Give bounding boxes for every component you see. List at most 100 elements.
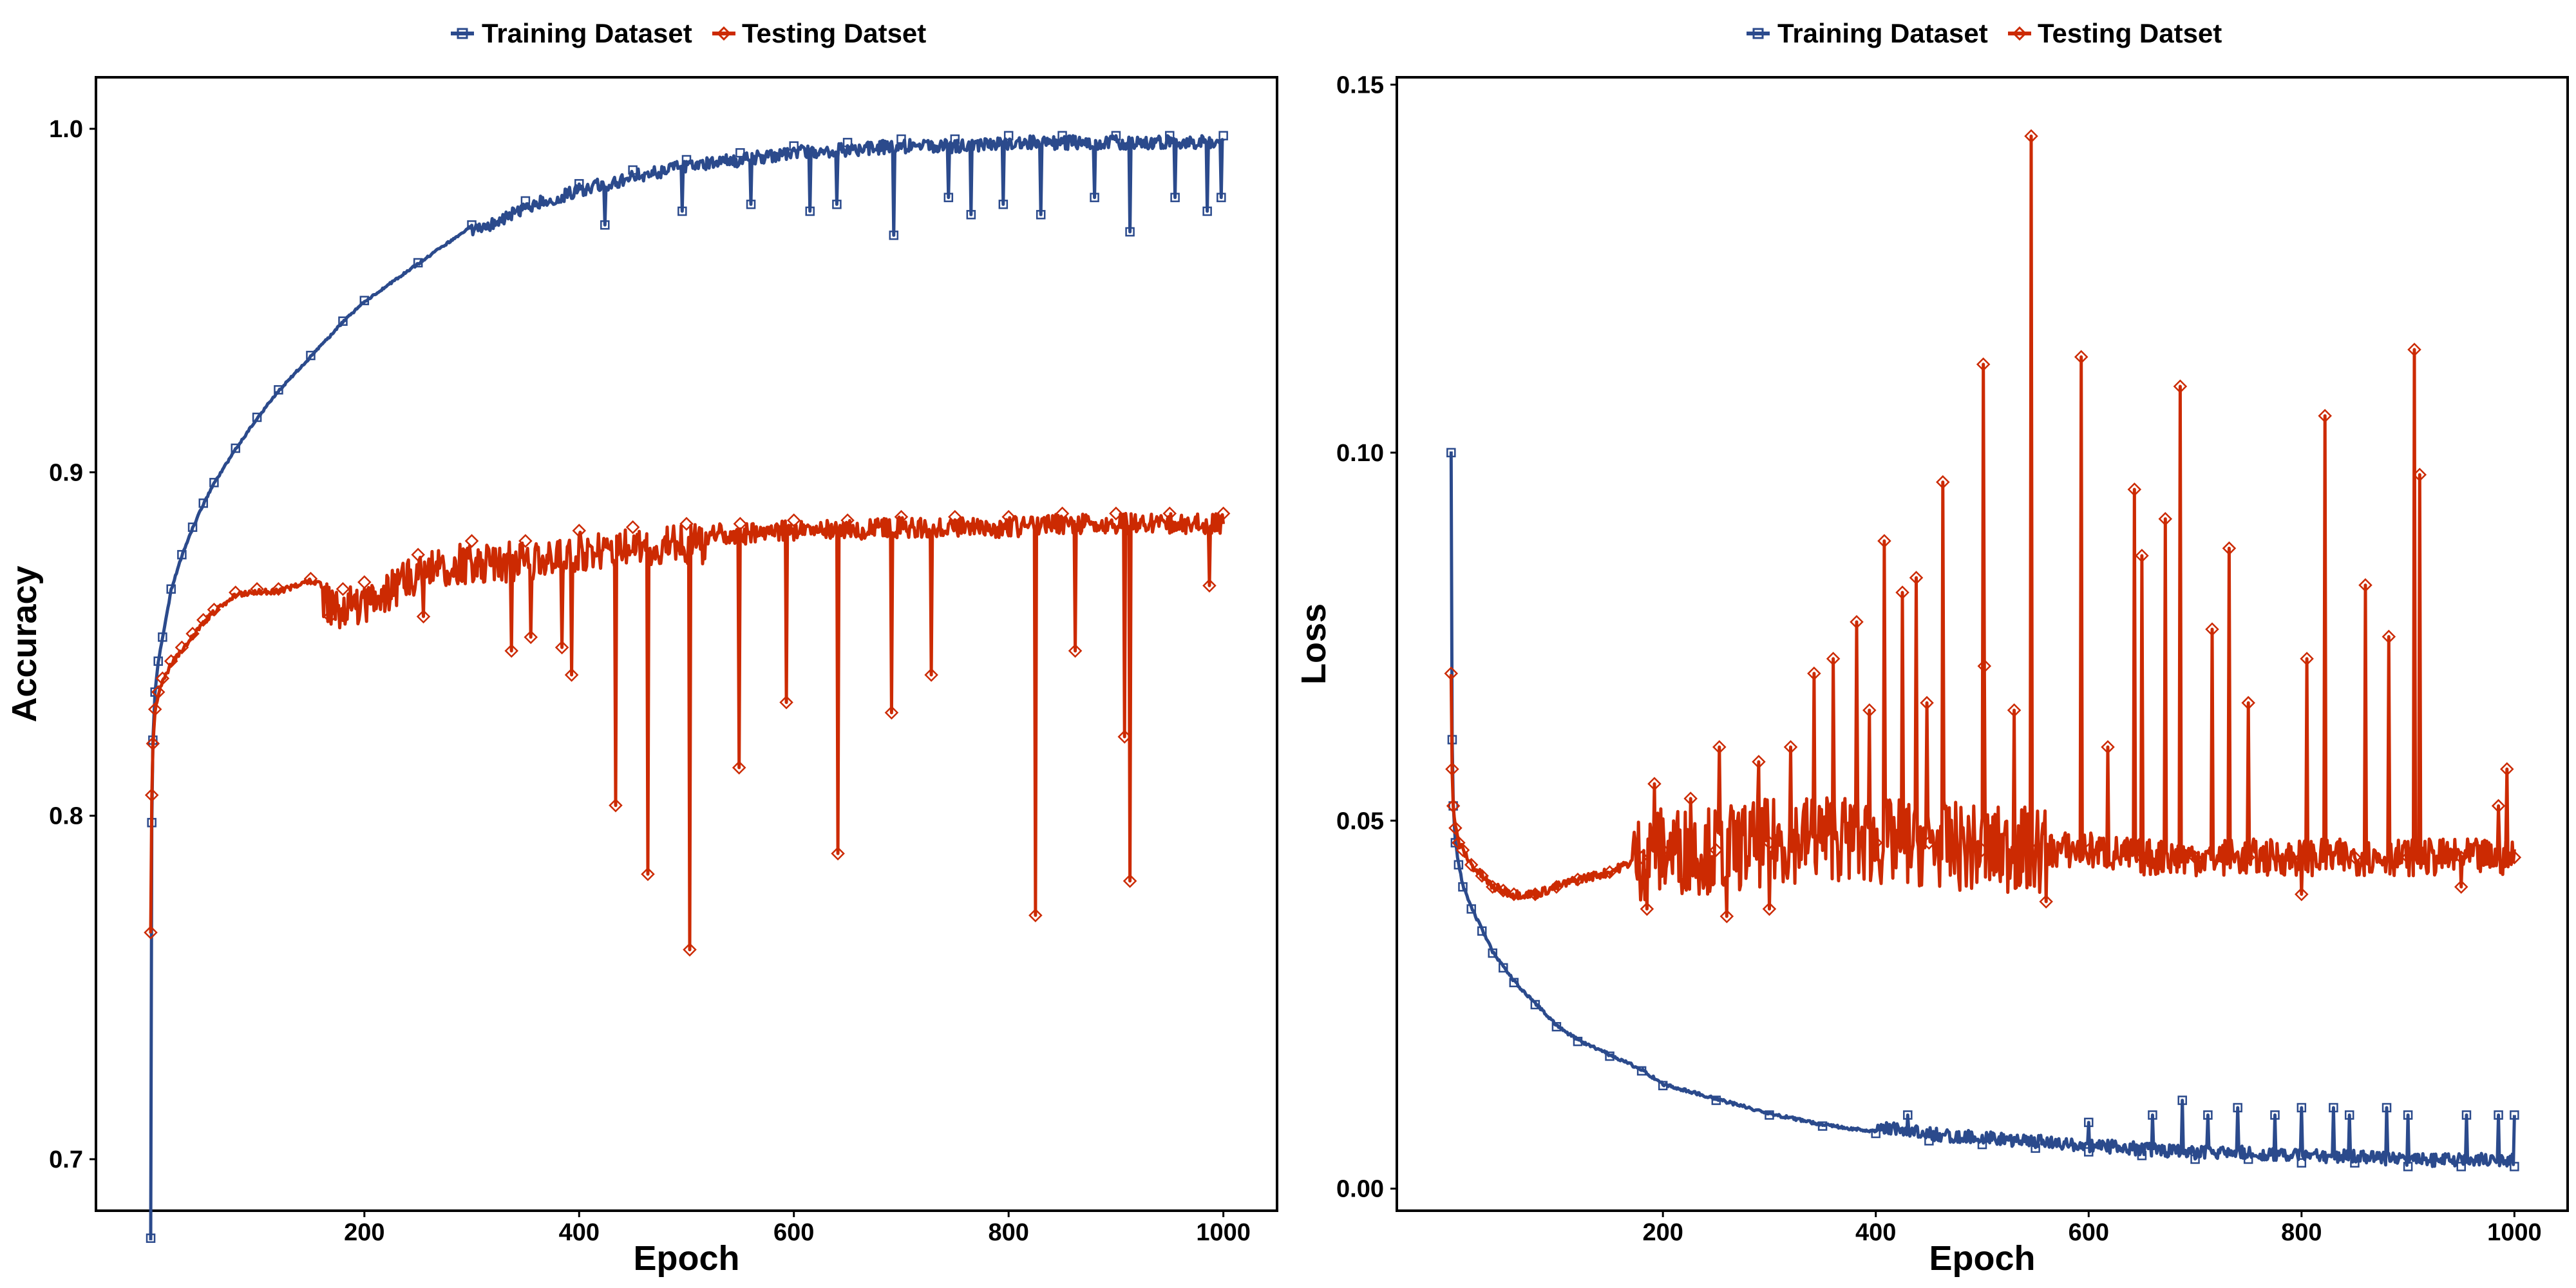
data-point [1877, 534, 1891, 548]
data-point [733, 516, 748, 531]
data-point [789, 141, 799, 151]
data-point [1001, 509, 1016, 524]
data-point [187, 522, 198, 532]
data-point [2270, 1110, 2280, 1120]
data-point [1977, 1139, 1987, 1150]
data-point [323, 609, 337, 624]
data-point [2461, 1110, 2472, 1120]
data-point [2297, 1103, 2307, 1113]
data-point [504, 643, 519, 658]
series-markers [146, 131, 1228, 1243]
data-point [2350, 1158, 2360, 1168]
data-point [1850, 614, 1864, 629]
data-point [2507, 850, 2522, 865]
data-point [2135, 850, 2149, 865]
data-point [1218, 131, 1228, 140]
data-point [1464, 858, 1479, 872]
data-point [2137, 1151, 2147, 1160]
data-point [357, 575, 372, 589]
data-point [524, 630, 538, 645]
legend-item-training: Training Dataset [1747, 18, 1988, 48]
data-point [889, 231, 899, 240]
legend-square-marker-icon [1752, 28, 1764, 39]
data-point [1922, 835, 1937, 850]
data-point [1636, 1066, 1647, 1076]
data-point [2329, 1103, 2338, 1113]
data-point [2190, 1154, 2200, 1164]
y-tick-label: 0.10 [1336, 440, 1384, 467]
data-point [1711, 1095, 1721, 1105]
data-point [228, 585, 243, 600]
data-point [1530, 999, 1540, 1010]
data-point [1466, 904, 1476, 914]
data-point [1122, 874, 1137, 888]
data-point [2188, 850, 2202, 865]
data-point [1895, 585, 1909, 600]
data-point [1444, 666, 1459, 681]
data-point [2222, 541, 2237, 556]
legend-label-training: Training Dataset [1777, 18, 1988, 48]
data-point [600, 220, 610, 230]
series-line [149, 134, 1225, 1240]
data-point [1454, 860, 1464, 870]
y-tick-label: 0.05 [1336, 808, 1384, 835]
data-point [2243, 1154, 2253, 1164]
data-point [564, 668, 579, 682]
data-point [2295, 850, 2309, 865]
data-point [2318, 408, 2332, 423]
data-point [175, 640, 189, 655]
accuracy-chart-panel: Training Dataset Testing Datset 200 400 60… [5, 18, 1278, 1278]
data-point [1658, 1081, 1668, 1090]
data-point [2358, 578, 2372, 592]
y-tick-label: 0.8 [49, 803, 83, 830]
data-point [1903, 1110, 1913, 1120]
data-point [1871, 1128, 1880, 1139]
legend-label-testing: Testing Datset [2038, 18, 2222, 48]
data-point [1605, 1051, 1615, 1061]
data-point [2500, 762, 2514, 777]
data-point [2203, 1110, 2213, 1120]
data-point [413, 258, 423, 268]
data-point [948, 509, 962, 524]
y-tick-label: 0.9 [49, 459, 83, 486]
data-point [1217, 193, 1226, 202]
x-tick-label: 400 [559, 1219, 600, 1246]
data-point [735, 148, 745, 158]
data-point [1499, 963, 1508, 973]
data-point [832, 200, 842, 209]
data-point [416, 609, 431, 624]
y-tick-label: 0.00 [1336, 1176, 1384, 1203]
data-point [1826, 652, 1841, 666]
data-point [198, 498, 208, 508]
data-point [2300, 652, 2314, 666]
x-tick-label: 800 [988, 1219, 1028, 1246]
data-point [1036, 210, 1046, 220]
data-point [2297, 1158, 2307, 1168]
data-point [1551, 1022, 1562, 1032]
data-point [146, 736, 160, 751]
series-markers [1444, 129, 2522, 923]
series-training [1446, 448, 2519, 1171]
data-point [2084, 1117, 2094, 1128]
legend-item-testing: Testing Datset [2008, 18, 2222, 48]
x-tick-label: 1000 [1196, 1219, 1251, 1246]
data-point [1936, 475, 1950, 489]
data-point [1446, 799, 1461, 813]
legend-item-training: Training Dataset [451, 18, 692, 48]
data-point [2454, 850, 2468, 865]
data-point [842, 138, 853, 147]
data-point [2148, 1110, 2157, 1120]
data-point [884, 705, 899, 720]
data-point [2039, 895, 2053, 909]
data-point [1507, 887, 1521, 902]
data-point [1496, 884, 1511, 898]
data-point [1458, 882, 1468, 892]
y-tick-label: 0.15 [1336, 71, 1384, 99]
data-point [1475, 869, 1489, 883]
data-point [2403, 1162, 2413, 1171]
data-point [196, 612, 211, 627]
data-point [1165, 131, 1175, 140]
data-point [1068, 643, 1083, 658]
x-tick-label: 200 [1642, 1219, 1683, 1246]
data-point [2081, 843, 2096, 857]
